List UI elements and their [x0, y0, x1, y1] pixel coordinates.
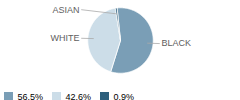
- svg-text:WHITE: WHITE: [51, 33, 80, 43]
- svg-text:ASIAN: ASIAN: [53, 5, 80, 15]
- svg-text:BLACK: BLACK: [161, 38, 191, 48]
